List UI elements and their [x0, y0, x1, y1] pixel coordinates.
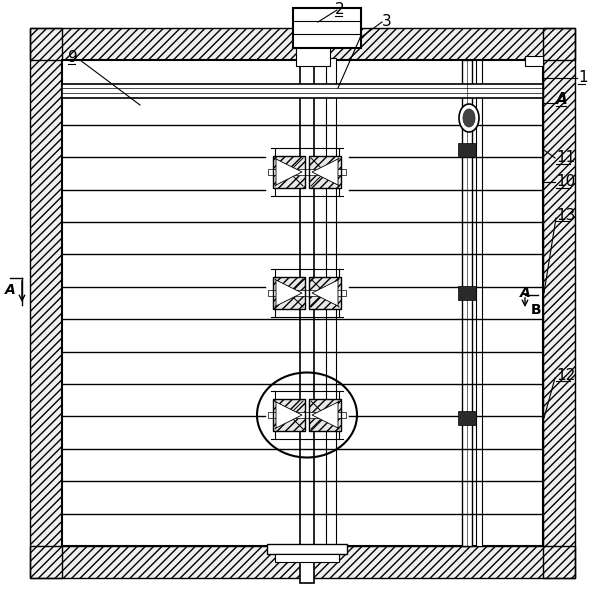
Polygon shape	[276, 280, 302, 306]
Bar	[458, 411, 476, 425]
Bar	[273, 277, 305, 309]
Bar	[525, 56, 543, 66]
Bar	[543, 28, 575, 578]
Text: 10: 10	[556, 174, 575, 189]
Bar	[309, 277, 341, 309]
Bar	[543, 28, 575, 578]
Bar	[293, 8, 361, 48]
Text: 11: 11	[556, 151, 575, 166]
Bar	[273, 399, 305, 431]
Bar	[267, 544, 347, 554]
Text: 12: 12	[556, 367, 575, 382]
Text: 9: 9	[68, 50, 78, 66]
Bar	[30, 28, 575, 60]
Polygon shape	[276, 402, 302, 428]
Text: B: B	[531, 303, 542, 317]
Polygon shape	[312, 159, 338, 185]
Bar	[309, 399, 341, 431]
Bar	[62, 60, 543, 546]
Text: A: A	[5, 283, 16, 297]
Bar	[62, 84, 543, 98]
Bar	[30, 546, 575, 578]
Text: A: A	[520, 286, 531, 300]
Bar	[273, 156, 305, 188]
Bar	[462, 60, 472, 546]
Polygon shape	[312, 402, 338, 428]
Bar	[300, 28, 314, 583]
Polygon shape	[312, 280, 338, 306]
Bar	[30, 28, 62, 578]
Bar	[326, 58, 336, 548]
Bar	[273, 156, 305, 188]
Bar	[273, 277, 305, 309]
Bar	[476, 60, 482, 546]
Bar	[30, 28, 62, 578]
Bar	[273, 399, 305, 431]
Bar	[458, 286, 476, 300]
Bar	[275, 554, 339, 562]
Bar	[268, 412, 346, 418]
Text: A: A	[556, 92, 568, 107]
Bar	[309, 399, 341, 431]
Text: 13: 13	[556, 208, 575, 223]
Bar	[296, 30, 330, 66]
Bar	[309, 156, 341, 188]
Text: 3: 3	[382, 15, 392, 30]
Bar	[30, 28, 575, 60]
Bar	[268, 169, 346, 175]
Polygon shape	[276, 159, 302, 185]
Text: 2: 2	[335, 2, 344, 18]
Bar	[458, 143, 476, 157]
Ellipse shape	[459, 104, 479, 132]
Bar	[268, 290, 346, 296]
Text: 1: 1	[578, 70, 587, 86]
Bar	[309, 277, 341, 309]
Bar	[309, 156, 341, 188]
Bar	[30, 546, 575, 578]
Ellipse shape	[463, 109, 475, 127]
